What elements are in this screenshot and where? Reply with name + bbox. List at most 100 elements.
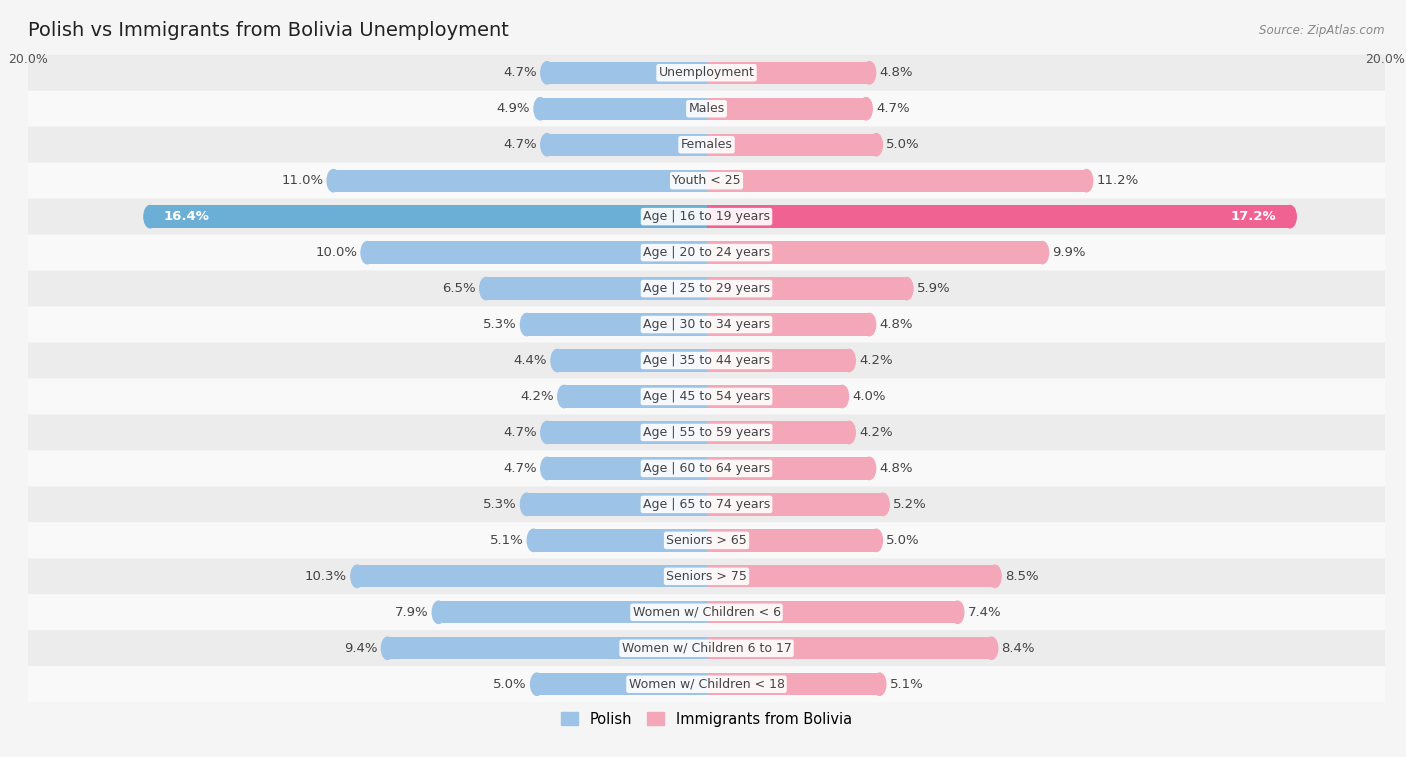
Ellipse shape <box>361 241 374 263</box>
Text: 8.4%: 8.4% <box>1001 642 1035 655</box>
FancyBboxPatch shape <box>11 378 1402 415</box>
Text: Age | 25 to 29 years: Age | 25 to 29 years <box>643 282 770 295</box>
Bar <box>547 457 707 480</box>
Text: 4.7%: 4.7% <box>503 139 537 151</box>
Text: Age | 30 to 34 years: Age | 30 to 34 years <box>643 318 770 331</box>
FancyBboxPatch shape <box>11 55 1402 91</box>
Bar <box>707 133 876 156</box>
Text: 5.3%: 5.3% <box>482 498 516 511</box>
Bar <box>150 205 707 228</box>
Ellipse shape <box>352 565 363 587</box>
Text: 4.7%: 4.7% <box>503 67 537 79</box>
Bar <box>707 529 876 552</box>
Text: 4.8%: 4.8% <box>880 67 912 79</box>
Bar <box>707 494 883 516</box>
Ellipse shape <box>479 277 492 300</box>
FancyBboxPatch shape <box>11 415 1402 450</box>
Text: 4.7%: 4.7% <box>503 462 537 475</box>
Text: Females: Females <box>681 139 733 151</box>
Bar <box>707 385 842 407</box>
Text: 5.0%: 5.0% <box>886 139 920 151</box>
Bar <box>547 422 707 444</box>
Bar <box>537 673 707 696</box>
Bar <box>707 61 869 84</box>
Text: 4.8%: 4.8% <box>880 318 912 331</box>
Text: 4.8%: 4.8% <box>880 462 912 475</box>
Ellipse shape <box>986 637 998 659</box>
Text: Age | 60 to 64 years: Age | 60 to 64 years <box>643 462 770 475</box>
Text: 5.0%: 5.0% <box>886 534 920 547</box>
Bar <box>707 565 995 587</box>
Ellipse shape <box>1036 241 1049 263</box>
Bar <box>707 601 957 624</box>
Text: 5.9%: 5.9% <box>917 282 950 295</box>
Ellipse shape <box>859 98 872 120</box>
Bar <box>707 350 849 372</box>
Text: 4.7%: 4.7% <box>876 102 910 115</box>
Bar <box>707 170 1087 192</box>
Ellipse shape <box>870 133 883 156</box>
Text: 7.4%: 7.4% <box>967 606 1001 618</box>
Text: Age | 20 to 24 years: Age | 20 to 24 years <box>643 246 770 259</box>
FancyBboxPatch shape <box>11 631 1402 666</box>
Ellipse shape <box>842 422 855 444</box>
Text: 8.5%: 8.5% <box>1005 570 1039 583</box>
Ellipse shape <box>873 673 886 696</box>
Ellipse shape <box>541 422 554 444</box>
Bar <box>439 601 707 624</box>
Text: Age | 65 to 74 years: Age | 65 to 74 years <box>643 498 770 511</box>
Bar <box>707 673 880 696</box>
Text: 4.2%: 4.2% <box>859 426 893 439</box>
Text: Women w/ Children < 6: Women w/ Children < 6 <box>633 606 780 618</box>
Bar <box>707 422 849 444</box>
Ellipse shape <box>842 350 855 372</box>
Ellipse shape <box>558 385 571 407</box>
Ellipse shape <box>863 313 876 335</box>
Bar <box>564 385 707 407</box>
Bar <box>547 61 707 84</box>
Bar <box>707 637 991 659</box>
Text: 11.0%: 11.0% <box>281 174 323 187</box>
Text: 4.4%: 4.4% <box>513 354 547 367</box>
Ellipse shape <box>551 350 564 372</box>
Bar <box>527 313 707 335</box>
Ellipse shape <box>1080 170 1092 192</box>
Ellipse shape <box>863 61 876 84</box>
Ellipse shape <box>328 170 340 192</box>
Text: 5.1%: 5.1% <box>890 678 924 690</box>
Bar <box>357 565 707 587</box>
Text: 6.5%: 6.5% <box>443 282 475 295</box>
Text: 4.9%: 4.9% <box>496 102 530 115</box>
Legend: Polish, Immigrants from Bolivia: Polish, Immigrants from Bolivia <box>555 706 858 733</box>
Text: 10.0%: 10.0% <box>315 246 357 259</box>
Bar <box>527 494 707 516</box>
FancyBboxPatch shape <box>11 594 1402 631</box>
FancyBboxPatch shape <box>11 666 1402 702</box>
Text: Age | 16 to 19 years: Age | 16 to 19 years <box>643 210 770 223</box>
FancyBboxPatch shape <box>11 126 1402 163</box>
FancyBboxPatch shape <box>11 450 1402 487</box>
Text: 11.2%: 11.2% <box>1097 174 1139 187</box>
Bar <box>707 277 907 300</box>
Text: Women w/ Children 6 to 17: Women w/ Children 6 to 17 <box>621 642 792 655</box>
Text: 5.2%: 5.2% <box>893 498 927 511</box>
Text: 5.3%: 5.3% <box>482 318 516 331</box>
Text: 9.4%: 9.4% <box>344 642 377 655</box>
Ellipse shape <box>432 601 444 624</box>
FancyBboxPatch shape <box>11 342 1402 378</box>
FancyBboxPatch shape <box>11 198 1402 235</box>
Text: 4.2%: 4.2% <box>520 390 554 403</box>
Text: 4.7%: 4.7% <box>503 426 537 439</box>
Ellipse shape <box>952 601 965 624</box>
Bar <box>486 277 707 300</box>
Ellipse shape <box>541 133 554 156</box>
FancyBboxPatch shape <box>11 235 1402 270</box>
Text: 4.2%: 4.2% <box>859 354 893 367</box>
Ellipse shape <box>837 385 848 407</box>
Ellipse shape <box>534 98 547 120</box>
Ellipse shape <box>863 457 876 480</box>
Bar <box>333 170 707 192</box>
FancyBboxPatch shape <box>11 559 1402 594</box>
Bar <box>367 241 707 263</box>
Bar <box>707 98 866 120</box>
